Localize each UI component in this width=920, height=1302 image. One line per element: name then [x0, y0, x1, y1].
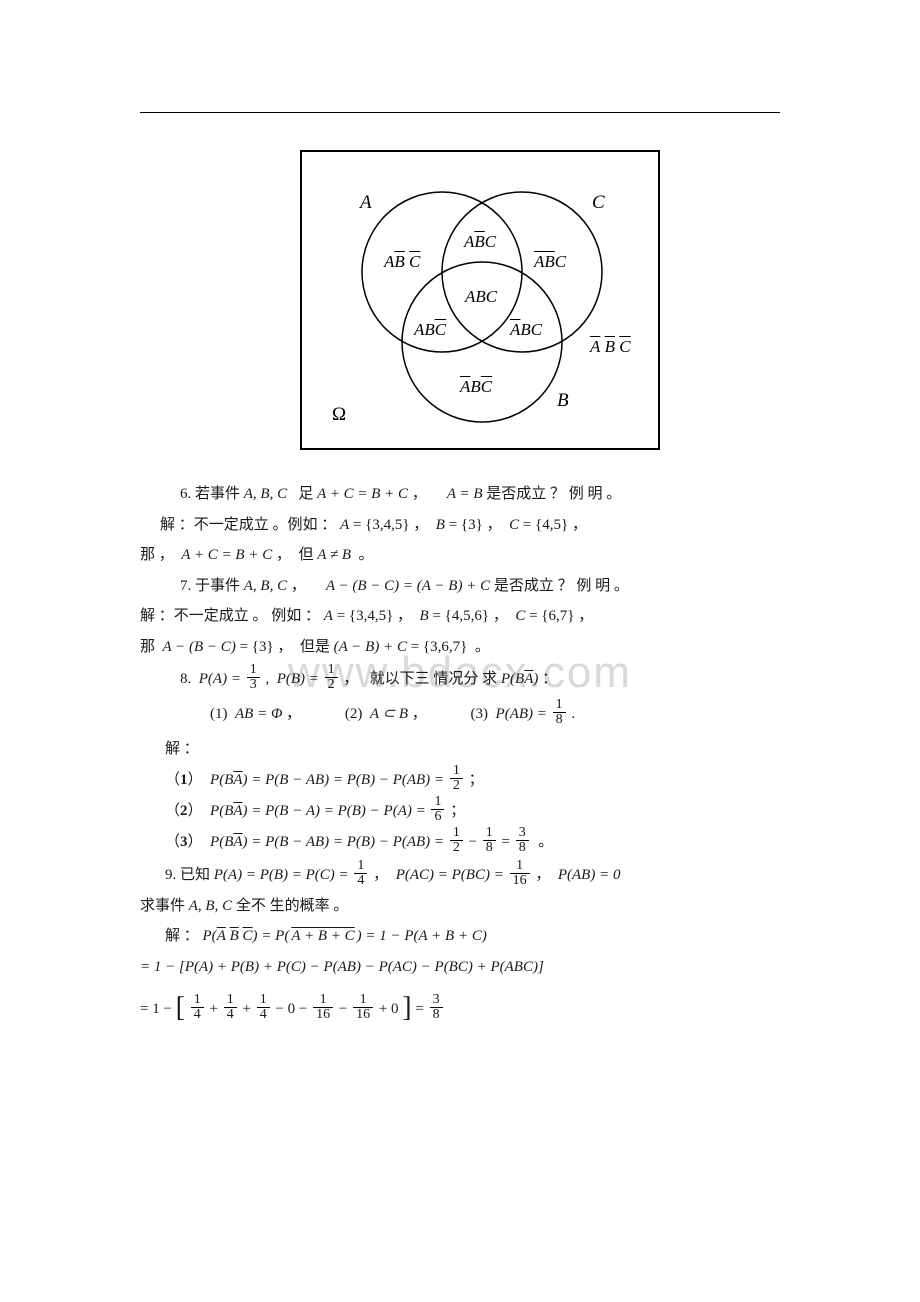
p6-solution-line2: 那 ， A + C = B + C ， 但 A ≠ B 。	[140, 541, 820, 570]
p7-solution-line2: 那 A − (B − C) = {3} ， 但是 (A − B) + C = {…	[140, 633, 820, 662]
p6-solution-line1: 解 ：不一定成立 。例如 ： A = {3,4,5} ， B = {3} ， C…	[140, 511, 820, 540]
venn-region-ABbarCbar: AB C	[384, 252, 420, 272]
p8-number: 8.	[180, 671, 191, 687]
p8-solution-1: （1） P(BA) = P(B − AB) = P(B) − P(AB) = 1…	[140, 766, 820, 795]
p6-question: 6. 若事件 A, B, C 足 A + C = B + C ，A = B 是否…	[140, 480, 820, 509]
p9-number: 9.	[165, 867, 176, 883]
venn-region-ABC: ABC	[465, 287, 497, 307]
p7-solution-line1: 解 ：不一定成立 。 例如 ： A = {3,4,5} ， B = {4,5,6…	[140, 602, 820, 631]
p7-number: 7.	[180, 578, 191, 594]
p9-given: 9. 已知 P(A) = P(B) = P(C) = 14 ， P(AC) = …	[140, 861, 820, 890]
p6-number: 6.	[180, 486, 191, 502]
venn-label-A: A	[360, 192, 372, 214]
venn-region-AbarBbarCbar: A B C	[590, 337, 631, 357]
venn-label-B: B	[557, 390, 569, 412]
p8-question: 8. P(A) = 13 , P(B) = 12 ， 就以下三 情况分 求 P(…	[140, 665, 820, 694]
document-body: 6. 若事件 A, B, C 足 A + C = B + C ，A = B 是否…	[140, 480, 820, 1037]
venn-label-omega: Ω	[332, 404, 346, 426]
venn-region-AbarBC: ABC	[510, 320, 542, 340]
p7-question: 7. 于事件 A, B, C ，A − (B − C) = (A − B) + …	[140, 572, 820, 601]
p8-cases: (1) AB = Φ ， (2) A ⊂ B ， (3) P(AB) = 18 …	[140, 700, 820, 729]
p8-solution-2: （2） P(BA) = P(B − A) = P(B) − P(A) = 16 …	[140, 797, 820, 826]
venn-label-C: C	[592, 192, 605, 214]
venn-region-AbarBbarC: ABC	[534, 252, 566, 272]
p8-solution-3: （3） P(BA) = P(B − AB) = P(B) − P(AB) = 1…	[140, 828, 820, 857]
p9-solution-line2: = 1 − [P(A) + P(B) + P(C) − P(AB) − P(AC…	[140, 953, 820, 982]
p9-solution-line1: 解 ： P(A B C) = P(A + B + C) = 1 − P(A + …	[140, 922, 820, 951]
horizontal-rule	[140, 112, 780, 113]
p9-solution-line3: = 1 − [ 14 + 14 + 14 − 0 − 116 − 116 + 0…	[140, 983, 820, 1036]
venn-region-ABbarC: ABC	[464, 232, 496, 252]
venn-region-AbarBCbar: ABC	[460, 377, 492, 397]
p9-ask: 求事件 A, B, C 全不 生的概率 。	[140, 892, 820, 921]
venn-diagram-box: A C B AB C ABC ABC ABC ABC ABC ABC A B C…	[300, 150, 660, 450]
p8-solution-label: 解 ：	[140, 735, 820, 764]
venn-region-ABCbar: ABC	[414, 320, 446, 340]
